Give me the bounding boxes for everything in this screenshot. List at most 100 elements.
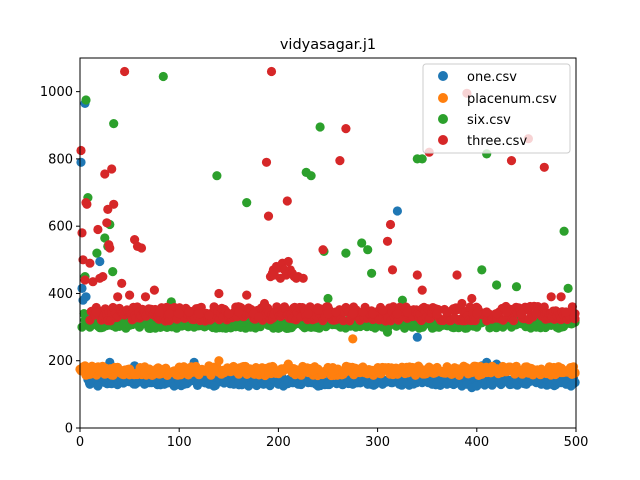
data-point-three <box>502 307 512 317</box>
data-point-three <box>506 156 517 166</box>
data-point-three <box>100 169 110 179</box>
y-tick-label: 600 <box>48 220 73 235</box>
data-point-three <box>242 290 252 300</box>
data-point-three <box>259 298 270 309</box>
data-point-six <box>100 233 110 243</box>
data-point-three <box>109 199 119 209</box>
data-point-six <box>315 122 325 132</box>
data-point-placenum <box>80 361 90 371</box>
data-point-placenum <box>570 367 580 378</box>
data-point-three <box>120 66 130 77</box>
data-point-three <box>348 309 358 319</box>
data-point-six <box>310 322 320 332</box>
data-point-three <box>154 307 164 317</box>
data-point-three <box>78 255 88 265</box>
data-point-three <box>82 199 92 209</box>
data-point-one <box>76 157 86 167</box>
x-tick-label: 300 <box>365 435 390 450</box>
data-point-three <box>412 270 422 280</box>
data-point-three <box>93 224 103 235</box>
data-point-three <box>318 245 328 255</box>
data-point-one <box>412 332 422 342</box>
data-point-six <box>417 154 427 164</box>
y-axis: 0 200 400 600 800 1000 <box>40 85 80 437</box>
data-point-three <box>85 258 95 268</box>
data-point-six <box>306 171 316 181</box>
data-point-six <box>407 322 417 332</box>
data-point-three <box>358 307 368 317</box>
data-point-three <box>76 145 86 156</box>
data-point-three <box>80 275 90 285</box>
data-point-six <box>351 322 361 332</box>
y-tick-label: 800 <box>48 152 73 167</box>
data-point-one <box>95 256 105 267</box>
x-tick-label: 200 <box>266 435 291 450</box>
data-point-three <box>508 316 519 326</box>
data-point-three <box>261 157 272 167</box>
legend-marker-six <box>438 114 448 124</box>
data-point-three <box>470 316 480 326</box>
data-point-three <box>335 156 345 166</box>
data-point-three <box>467 293 477 304</box>
data-point-three <box>149 285 159 295</box>
legend-label-one: one.csv <box>467 70 517 85</box>
data-point-six <box>212 171 222 181</box>
data-point-three <box>298 273 308 283</box>
x-axis: 0 100 200 300 400 500 <box>76 428 589 450</box>
data-point-three <box>338 316 348 326</box>
data-point-three <box>140 292 151 302</box>
data-point-one <box>472 381 482 391</box>
data-point-three <box>105 243 115 253</box>
data-point-three <box>303 309 313 319</box>
data-point-three <box>531 309 541 319</box>
points-layer <box>75 66 580 393</box>
data-point-three <box>472 309 482 319</box>
data-point-three <box>102 218 112 228</box>
data-point-three <box>98 272 108 282</box>
data-point-six <box>382 327 393 337</box>
data-point-three <box>91 307 101 317</box>
legend-marker-three <box>438 135 448 145</box>
data-point-three <box>392 309 402 319</box>
data-point-placenum <box>343 366 353 376</box>
data-point-three <box>214 288 224 299</box>
data-point-three <box>556 292 566 302</box>
y-tick-label: 400 <box>48 287 73 302</box>
data-point-three <box>442 307 452 317</box>
data-point-three <box>516 309 527 319</box>
data-point-three <box>452 270 462 280</box>
x-tick-label: 0 <box>76 435 84 450</box>
data-point-three <box>113 292 123 302</box>
data-point-three <box>88 277 98 287</box>
data-point-one <box>387 378 398 388</box>
data-point-three <box>204 310 214 320</box>
data-point-three <box>117 278 127 288</box>
data-point-six <box>323 293 333 304</box>
data-point-six <box>158 71 168 82</box>
data-point-six <box>556 322 566 332</box>
data-point-three <box>385 219 396 230</box>
data-point-three <box>378 305 388 315</box>
data-point-three <box>570 309 580 319</box>
plot-frame <box>79 57 577 429</box>
data-point-six <box>511 282 522 292</box>
data-point-three <box>184 307 194 317</box>
data-point-three <box>341 124 351 134</box>
data-point-six <box>79 309 89 319</box>
data-point-three <box>331 307 341 317</box>
data-point-three <box>125 290 135 300</box>
data-point-three <box>482 307 492 317</box>
data-point-one <box>93 381 103 391</box>
data-point-three <box>77 228 87 238</box>
data-point-placenum <box>318 369 328 379</box>
x-tick-label: 500 <box>564 435 589 450</box>
data-point-six <box>492 280 502 290</box>
y-tick-label: 0 <box>65 422 73 437</box>
data-point-one <box>179 379 189 389</box>
data-point-three <box>465 302 475 312</box>
data-point-three <box>136 243 147 253</box>
data-point-placenum <box>348 334 358 344</box>
data-point-six <box>477 265 487 275</box>
y-tick-label: 200 <box>48 354 73 369</box>
